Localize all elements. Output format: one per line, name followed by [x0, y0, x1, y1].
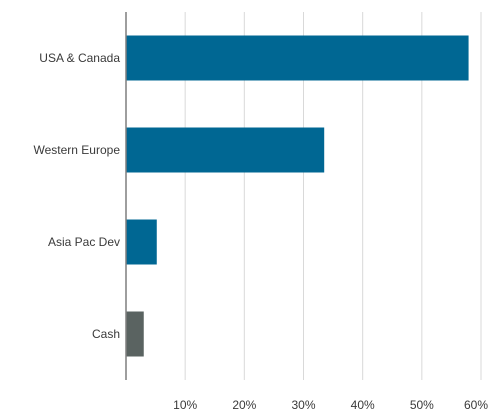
x-tick-label-40: 40% [351, 398, 375, 412]
x-tick-label-10: 10% [173, 398, 197, 412]
bar-western-europe [126, 127, 325, 173]
bar-usa-canada [126, 35, 469, 81]
category-label-cash: Cash [92, 327, 120, 341]
x-tick-label-30: 30% [291, 398, 315, 412]
category-label-usa-canada: USA & Canada [39, 51, 120, 65]
category-labels: USA & Canada Western Europe Asia Pac Dev Ca… [34, 51, 121, 341]
bar-asia-pac-dev [126, 219, 157, 265]
x-tick-label-50: 50% [410, 398, 434, 412]
bar-cash [126, 311, 144, 357]
bars [126, 35, 469, 357]
category-label-asia-pac-dev: Asia Pac Dev [48, 235, 120, 249]
category-label-western-europe: Western Europe [34, 143, 121, 157]
tick-labels: 10% 20% 30% 40% 50% 60% [173, 398, 488, 412]
x-tick-label-60: 60% [464, 398, 488, 412]
x-tick-label-20: 20% [232, 398, 256, 412]
